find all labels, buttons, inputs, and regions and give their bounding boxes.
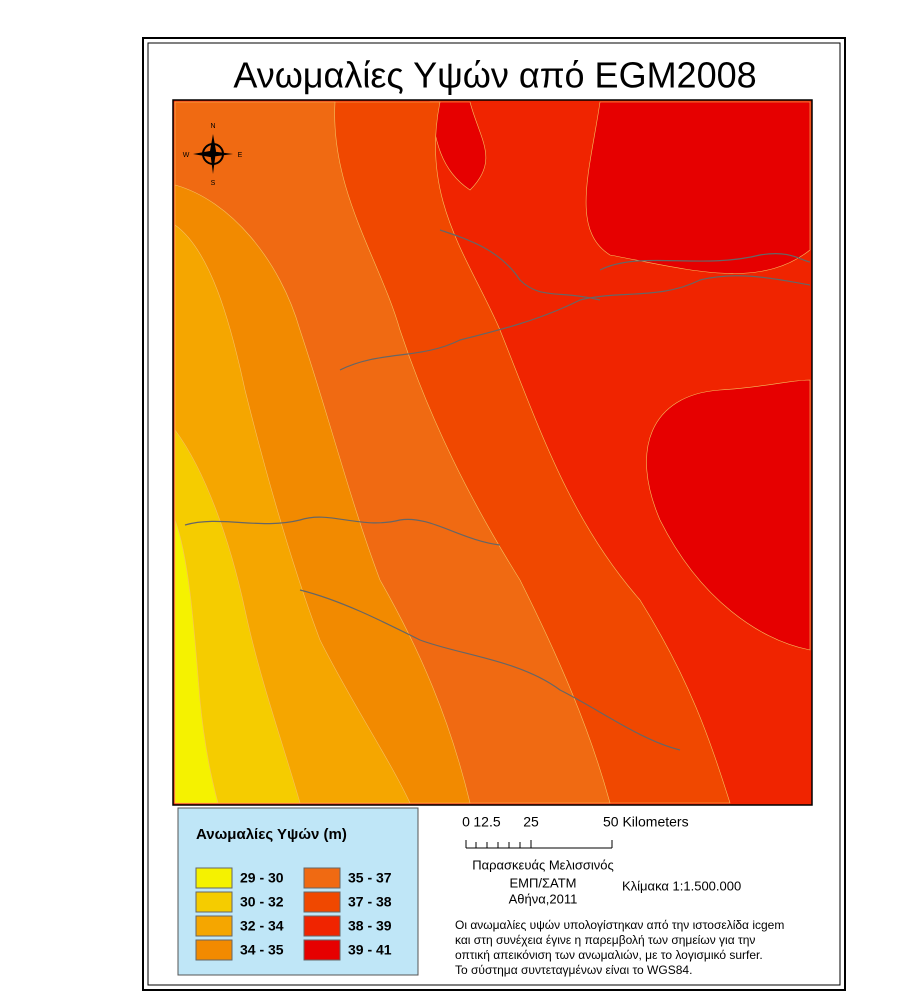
legend-swatch	[195, 915, 233, 937]
scale-bar-label: 0	[462, 814, 470, 830]
legend-label: 37 - 38	[348, 894, 392, 910]
legend-label: 30 - 32	[240, 894, 284, 910]
map-frame	[172, 99, 813, 806]
legend-swatch	[303, 891, 341, 913]
compass-s: S	[211, 180, 216, 187]
legend-swatch	[303, 915, 341, 937]
legend-label: 39 - 41	[348, 942, 392, 958]
map-title: Ανωμαλίες Υψών από EGM2008	[233, 55, 756, 96]
elevation-band	[585, 101, 811, 274]
note: Οι ανωμαλίες υψών υπολογίστηκαν από την …	[455, 918, 784, 977]
legend-label: 29 - 30	[240, 870, 284, 886]
legend-title: Ανωμαλίες Υψών (m)	[196, 826, 347, 843]
author-institution: ΕΜΠ/ΣΑΤΜ	[509, 875, 576, 890]
compass-e: E	[238, 152, 243, 159]
note-line: και στη συνέχεια έγινε η παρεμβολή των σ…	[455, 933, 755, 947]
inner-frame	[147, 42, 841, 986]
compass-w: W	[183, 152, 190, 159]
map-scale: Κλίμακα 1:1.500.000	[622, 878, 741, 893]
elevation-band	[174, 519, 219, 804]
outer-frame	[142, 37, 846, 991]
legend-label: 38 - 39	[348, 918, 392, 934]
scale-bar-label: 50 Kilometers	[603, 814, 689, 830]
note-line: οπτική απεικόνιση των ανωμαλιών, με το λ…	[455, 948, 763, 962]
legend-label: 32 - 34	[240, 918, 284, 934]
coastline	[339, 275, 811, 371]
scale-bar: 0 12.5 25 50 Kilometers	[462, 814, 689, 849]
legend-swatch	[303, 939, 341, 961]
note-line: Το σύστημα συντεταγμένων είναι το WGS84.	[455, 963, 692, 977]
author-date: Αθήνα,2011	[509, 891, 578, 906]
coastline	[439, 229, 811, 301]
legend-swatch	[303, 867, 341, 889]
legend-swatch	[195, 939, 233, 961]
legend-swatch	[195, 867, 233, 889]
elevation-band	[646, 379, 811, 651]
scale-bar-label: 25	[523, 814, 539, 830]
elevation-band	[174, 429, 301, 804]
scale-bar-label: 12.5	[473, 814, 500, 830]
note-line: Οι ανωμαλίες υψών υπολογίστηκαν από την …	[455, 918, 784, 932]
legend-label: 34 - 35	[240, 942, 284, 958]
legend-swatch	[195, 891, 233, 913]
scale-bar-line	[465, 840, 613, 849]
author-name: Παρασκευάς Μελισσινός	[472, 857, 614, 872]
legend-label: 35 - 37	[348, 870, 392, 886]
coastline	[184, 516, 681, 751]
compass-star	[193, 134, 233, 174]
legend-items: 29 - 30 30 - 32 32 - 34 34 - 35 35 - 37 37 - …	[195, 867, 392, 961]
map-area	[173, 100, 812, 805]
north-arrow: N S E W	[183, 123, 243, 187]
compass-n: N	[210, 123, 215, 130]
